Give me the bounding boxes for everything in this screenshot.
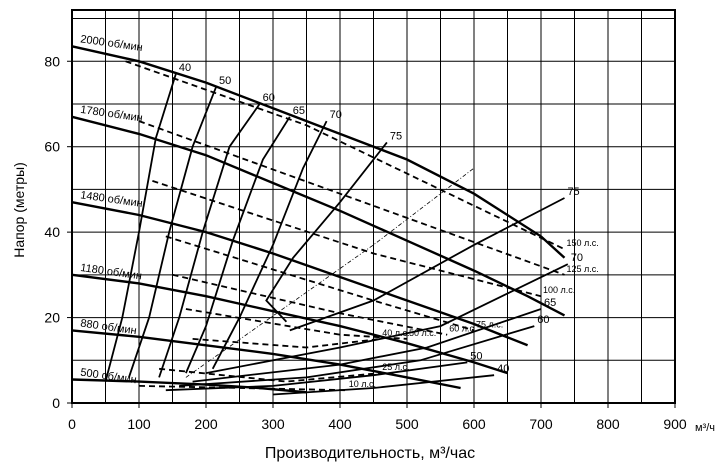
x-axis-label: Производительность, м³/час bbox=[265, 445, 475, 462]
efficiency-curve bbox=[128, 86, 217, 378]
power-line bbox=[138, 120, 565, 276]
power-line bbox=[159, 367, 381, 383]
efficiency-label: 50 bbox=[219, 75, 231, 87]
power-line-label: 40 л.с. bbox=[382, 328, 409, 338]
efficiency-label: 40 bbox=[179, 62, 191, 74]
speed-curve bbox=[71, 329, 461, 390]
x-axis-unit: м³/ч bbox=[695, 422, 715, 434]
efficiency-label: 40 bbox=[497, 363, 509, 375]
grid-lines bbox=[72, 10, 675, 403]
power-line bbox=[152, 180, 542, 298]
y-tick-label: 60 bbox=[44, 139, 60, 155]
efficiency-curves: 40 50 60 65 70 75 70 75 65 60 50 40 bbox=[104, 62, 583, 396]
speed-curve bbox=[71, 201, 529, 347]
power-lines: 150 л.с. 125 л.с. 100 л.с. 75 л.с.60 л.с. 50… bbox=[125, 60, 599, 392]
power-line-label: 50 л.с. bbox=[409, 328, 436, 338]
efficiency-curve bbox=[205, 263, 569, 374]
x-tick-label: 600 bbox=[462, 416, 486, 432]
power-line-label: 75 л.с. bbox=[476, 319, 503, 329]
efficiency-curve bbox=[185, 116, 291, 374]
power-line-label: 25 л.с. bbox=[382, 362, 409, 372]
x-tick-label: 800 bbox=[596, 416, 620, 432]
power-line bbox=[192, 338, 381, 349]
speed-curve bbox=[71, 115, 566, 317]
efficiency-curve bbox=[211, 120, 328, 370]
y-tick-label: 20 bbox=[44, 310, 60, 326]
efficiency-label: 70 bbox=[330, 109, 342, 121]
efficiency-curve bbox=[272, 374, 495, 396]
power-line-label: 100 л.с. bbox=[543, 285, 575, 295]
x-tick-label: 900 bbox=[663, 416, 687, 432]
speed-curve-label: 1480 об/мин bbox=[80, 189, 144, 210]
power-line bbox=[165, 235, 475, 332]
power-line-label: 10 л.с. bbox=[349, 379, 376, 389]
x-tick-label: 400 bbox=[328, 416, 352, 432]
speed-curve bbox=[71, 45, 566, 259]
speed-curve bbox=[71, 273, 508, 375]
efficiency-curve bbox=[158, 103, 261, 378]
efficiency-curve bbox=[104, 73, 177, 382]
power-line bbox=[125, 60, 565, 251]
y-tick-label: 0 bbox=[52, 395, 60, 411]
efficiency-curve bbox=[289, 197, 565, 332]
y-tick-label: 40 bbox=[44, 224, 60, 240]
x-tick-label: 700 bbox=[529, 416, 553, 432]
y-axis-ticks: 0 20 40 60 80 bbox=[44, 53, 72, 411]
x-tick-label: 0 bbox=[68, 416, 76, 432]
plot-frame bbox=[71, 9, 676, 404]
efficiency-label: 60 bbox=[537, 314, 549, 326]
efficiency-curve bbox=[192, 308, 542, 383]
x-tick-label: 200 bbox=[194, 416, 218, 432]
efficiency-label: 65 bbox=[293, 105, 305, 117]
efficiency-curve bbox=[265, 141, 388, 323]
efficiency-label: 75 bbox=[390, 130, 402, 142]
power-line bbox=[172, 273, 448, 336]
efficiency-label: 75 bbox=[567, 186, 579, 198]
x-axis-ticks: 0 100 200 300 400 500 600 700 800 900 bbox=[68, 403, 687, 432]
y-tick-label: 80 bbox=[44, 53, 60, 69]
x-tick-label: 500 bbox=[395, 416, 419, 432]
y-axis-label: Напор (метры) bbox=[11, 162, 27, 257]
efficiency-label: 50 bbox=[470, 350, 482, 362]
power-line-label: 150 л.с. bbox=[566, 238, 598, 248]
power-line-label: 60 л.с. bbox=[449, 324, 476, 334]
efficiency-curve bbox=[165, 361, 468, 392]
efficiency-label: 60 bbox=[263, 92, 275, 104]
efficiency-label: 65 bbox=[544, 297, 556, 309]
efficiency-label: 70 bbox=[571, 252, 583, 264]
power-line-label: 125 л.с. bbox=[566, 264, 598, 274]
efficiency-curve bbox=[179, 325, 535, 387]
x-tick-label: 100 bbox=[127, 416, 151, 432]
x-tick-label: 300 bbox=[261, 416, 285, 432]
